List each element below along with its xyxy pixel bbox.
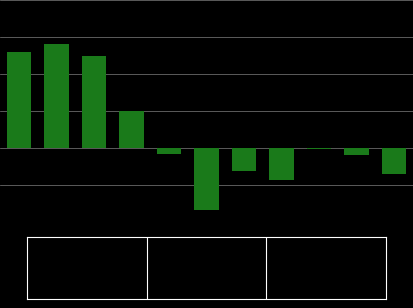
Bar xyxy=(7,52,31,148)
Bar xyxy=(44,44,69,148)
Bar xyxy=(82,56,106,148)
Bar xyxy=(119,111,144,148)
Bar xyxy=(232,148,256,172)
Bar xyxy=(307,148,331,149)
Bar xyxy=(157,148,181,154)
Bar xyxy=(194,148,219,210)
Bar xyxy=(382,148,406,174)
Bar xyxy=(344,148,369,155)
Bar xyxy=(269,148,294,180)
